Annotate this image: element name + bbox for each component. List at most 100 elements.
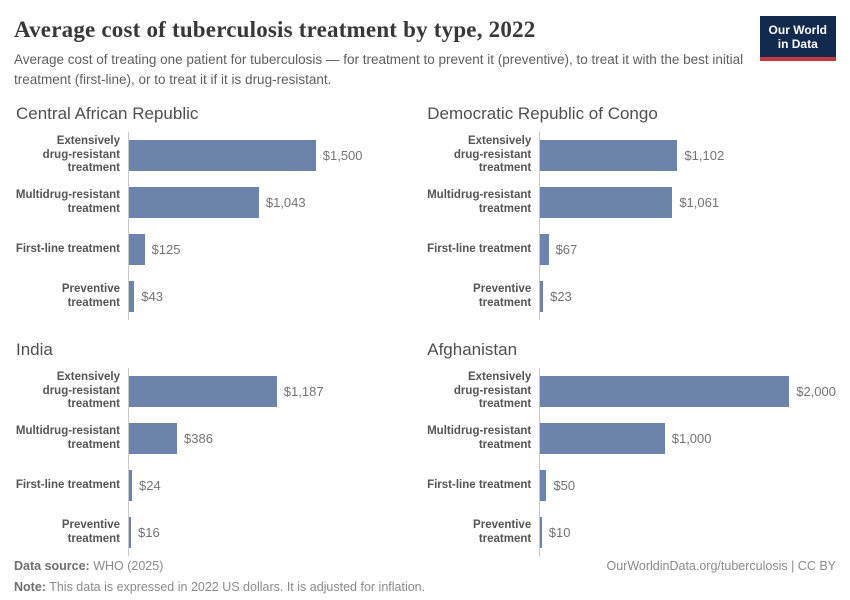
facet-afghanistan: Afghanistan Extensively drug-resistant tre… — [425, 340, 836, 557]
bar-value-label: $10 — [548, 525, 571, 541]
bar[interactable] — [129, 187, 259, 219]
bar-row: Extensively drug-resistant treatment $1,187 — [14, 368, 415, 416]
category-label: Multidrug-resistant treatment — [15, 425, 120, 451]
bar-row: First-line treatment $125 — [14, 226, 415, 274]
category-label: First-line treatment — [427, 478, 532, 491]
owid-attribution-link[interactable]: OurWorldinData.org/tuberculosis | CC BY — [606, 559, 837, 574]
header: Average cost of tuberculosis treatment b… — [14, 14, 836, 89]
bar[interactable] — [540, 470, 547, 502]
bar-value-label: $16 — [137, 525, 160, 541]
bar-value-label: $1,102 — [684, 148, 725, 164]
bar-track: $1,187 — [128, 368, 415, 416]
category-label: Preventive treatment — [473, 283, 532, 309]
chart-subtitle: Average cost of treating one patient for… — [14, 52, 744, 87]
bar-track: $1,500 — [128, 132, 415, 180]
bar-row: First-line treatment $24 — [14, 462, 415, 510]
bar-track: $50 — [539, 462, 836, 510]
bar[interactable] — [129, 376, 277, 408]
facet-central-african-republic: Central African Republic Extensively drug… — [14, 104, 415, 321]
bar-track: $23 — [539, 273, 836, 321]
bar-row: First-line treatment $67 — [425, 226, 836, 274]
bar-row: Preventive treatment $23 — [425, 273, 836, 321]
note-line: Note: This data is expressed in 2022 US … — [14, 577, 425, 598]
bar[interactable] — [129, 470, 132, 502]
bar-row: Preventive treatment $10 — [425, 509, 836, 557]
facet-bars: Extensively drug-resistant treatment $1,102… — [425, 132, 836, 321]
bar[interactable] — [540, 187, 673, 219]
bar-track: $16 — [128, 509, 415, 557]
facet-title: India — [16, 340, 53, 360]
category-label: Multidrug-resistant treatment — [427, 189, 532, 215]
facet-title: Afghanistan — [427, 340, 518, 360]
category-label: First-line treatment — [15, 478, 120, 491]
owid-logo-line1: Our World — [768, 23, 827, 37]
category-label: Preventive treatment — [61, 519, 120, 545]
category-label: Extensively drug-resistant treatment — [453, 371, 532, 411]
category-label: Extensively drug-resistant treatment — [453, 135, 532, 175]
bar[interactable] — [129, 423, 178, 455]
bar-value-label: $43 — [141, 289, 164, 305]
data-source-label: Data source: — [14, 559, 90, 574]
bar-value-label: $1,061 — [679, 195, 720, 211]
bar-row: Multidrug-resistant treatment $386 — [14, 415, 415, 463]
bar-value-label: $2,000 — [796, 384, 836, 400]
bar-row: Extensively drug-resistant treatment $2,000 — [425, 368, 836, 416]
bar-track: $1,000 — [539, 415, 836, 463]
facet-bars: Extensively drug-resistant treatment $2,000… — [425, 368, 836, 557]
category-label: Multidrug-resistant treatment — [15, 189, 120, 215]
category-label: Multidrug-resistant treatment — [427, 425, 532, 451]
bar-value-label: $67 — [555, 242, 578, 258]
bar-track: $1,043 — [128, 179, 415, 227]
bar-track: $1,102 — [539, 132, 836, 180]
bar-value-label: $24 — [138, 478, 161, 494]
bar[interactable] — [540, 234, 549, 266]
bar-row: Preventive treatment $43 — [14, 273, 415, 321]
bar-value-label: $1,187 — [283, 384, 324, 400]
footer-left: Data source: WHO (2025) Note: This data … — [14, 556, 425, 597]
bar-value-label: $1,500 — [322, 148, 363, 164]
bar-row: Extensively drug-resistant treatment $1,500 — [14, 132, 415, 180]
bar[interactable] — [129, 140, 316, 172]
bar-value-label: $23 — [550, 289, 572, 305]
category-label: Extensively drug-resistant treatment — [42, 371, 120, 411]
bar-track: $2,000 — [539, 368, 836, 416]
bar-track: $386 — [128, 415, 415, 463]
footer: Data source: WHO (2025) Note: This data … — [14, 556, 836, 597]
bar-track: $10 — [539, 509, 836, 557]
bar[interactable] — [540, 281, 544, 313]
facet-democratic-republic-of-congo: Democratic Republic of Congo Extensively… — [425, 104, 836, 321]
note-label: Note: — [14, 579, 46, 594]
bar-track: $24 — [128, 462, 415, 510]
bar-value-label: $1,000 — [671, 431, 712, 447]
owid-logo-line2: in Data — [777, 37, 818, 52]
bar[interactable] — [129, 234, 145, 266]
bar-track: $1,061 — [539, 179, 836, 227]
bar[interactable] — [540, 376, 790, 408]
data-source-line: Data source: WHO (2025) — [14, 556, 425, 577]
category-label: Preventive treatment — [61, 283, 120, 309]
bar-value-label: $1,043 — [265, 195, 306, 211]
facet-bars: Extensively drug-resistant treatment $1,500… — [14, 132, 415, 321]
bar[interactable] — [540, 140, 678, 172]
data-source-text: WHO (2025) — [93, 559, 164, 574]
bar-row: First-line treatment $50 — [425, 462, 836, 510]
bar-row: Extensively drug-resistant treatment $1,102 — [425, 132, 836, 180]
facet-grid: Central African Republic Extensively drug… — [14, 104, 836, 557]
category-label: Preventive treatment — [473, 519, 532, 545]
category-label: First-line treatment — [427, 242, 532, 255]
category-label: First-line treatment — [15, 242, 120, 255]
bar[interactable] — [129, 517, 131, 549]
bar-value-label: $386 — [184, 431, 213, 447]
bar[interactable] — [540, 423, 665, 455]
bar-track: $43 — [128, 273, 415, 321]
bar-row: Multidrug-resistant treatment $1,061 — [425, 179, 836, 227]
bar-row: Multidrug-resistant treatment $1,000 — [425, 415, 836, 463]
bar-row: Preventive treatment $16 — [14, 509, 415, 557]
bar[interactable] — [540, 517, 542, 549]
page-title: Average cost of tuberculosis treatment b… — [14, 17, 536, 42]
owid-logo: Our World in Data — [759, 16, 836, 61]
note-text: This data is expressed in 2022 US dollar… — [49, 579, 426, 594]
bar[interactable] — [129, 281, 135, 313]
facet-india: India Extensively drug-resistant treatment… — [14, 340, 415, 557]
